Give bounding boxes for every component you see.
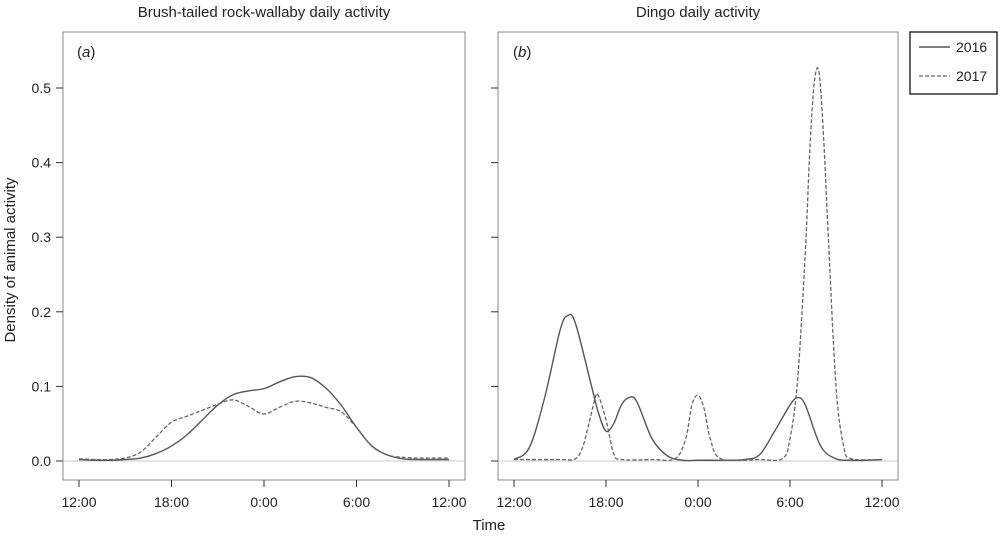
panel-b-x-tick-label: 12:00 (496, 494, 531, 510)
legend-items: 2016 2017 (919, 39, 987, 84)
panel-b-tag: (b) (513, 44, 531, 61)
panel-b-x-tick-label: 0:00 (684, 494, 711, 510)
panel-b-frame (497, 31, 899, 481)
panel-a-tag-letter: a (82, 44, 90, 61)
panel-a-marks: 12:00 18:00 0:00 6:00 12:00 0.0 0.1 0.2 0.3 0.4 0.… (32, 80, 467, 510)
panel-a: Brush-tailed rock-wallaby daily activity… (32, 4, 467, 510)
y-tick-label: 0.5 (32, 80, 52, 96)
legend-label-2016: 2016 (956, 39, 987, 55)
panel-a-x-tick-label: 18:00 (154, 494, 189, 510)
panel-b-tag-letter: b (518, 44, 526, 61)
legend: 2016 2017 (909, 31, 998, 95)
panel-a-tag: (a) (77, 44, 95, 61)
panel-a-x-tick-label: 0:00 (250, 494, 277, 510)
panel-a-title: Brush-tailed rock-wallaby daily activity (138, 4, 391, 21)
y-tick-label: 0.2 (32, 304, 52, 320)
panel-b-marks: 12:00 18:00 0:00 6:00 12:00 (491, 67, 900, 510)
panel-a-x-tick-label: 6:00 (343, 494, 370, 510)
panel-b-x-tick-label: 18:00 (588, 494, 623, 510)
panel-a-series-2017 (78, 399, 449, 461)
panel-a-frame (62, 31, 466, 481)
panel-b-x-tick-label: 12:00 (864, 494, 899, 510)
panel-a-series-2016 (78, 375, 449, 462)
panel-b-title: Dingo daily activity (636, 4, 761, 21)
legend-box (909, 31, 998, 95)
panel-b-series-2017 (513, 67, 883, 462)
panel-a-x-tick-label: 12:00 (431, 494, 466, 510)
y-tick-label: 0.4 (32, 155, 52, 171)
panel-b: Dingo daily activity (b) 12:00 18:00 0:00 6… (491, 4, 900, 510)
panel-a-x-tick-label: 12:00 (61, 494, 96, 510)
x-axis-title: Time (473, 517, 506, 534)
y-tick-label: 0.3 (32, 229, 52, 245)
panel-b-x-tick-label: 6:00 (776, 494, 803, 510)
y-tick-label: 0.0 (32, 453, 52, 469)
y-tick-label: 0.1 (32, 378, 52, 394)
legend-label-2017: 2017 (956, 68, 987, 84)
panel-b-series-2016 (513, 313, 883, 462)
y-axis-title: Density of animal activity (2, 177, 19, 343)
